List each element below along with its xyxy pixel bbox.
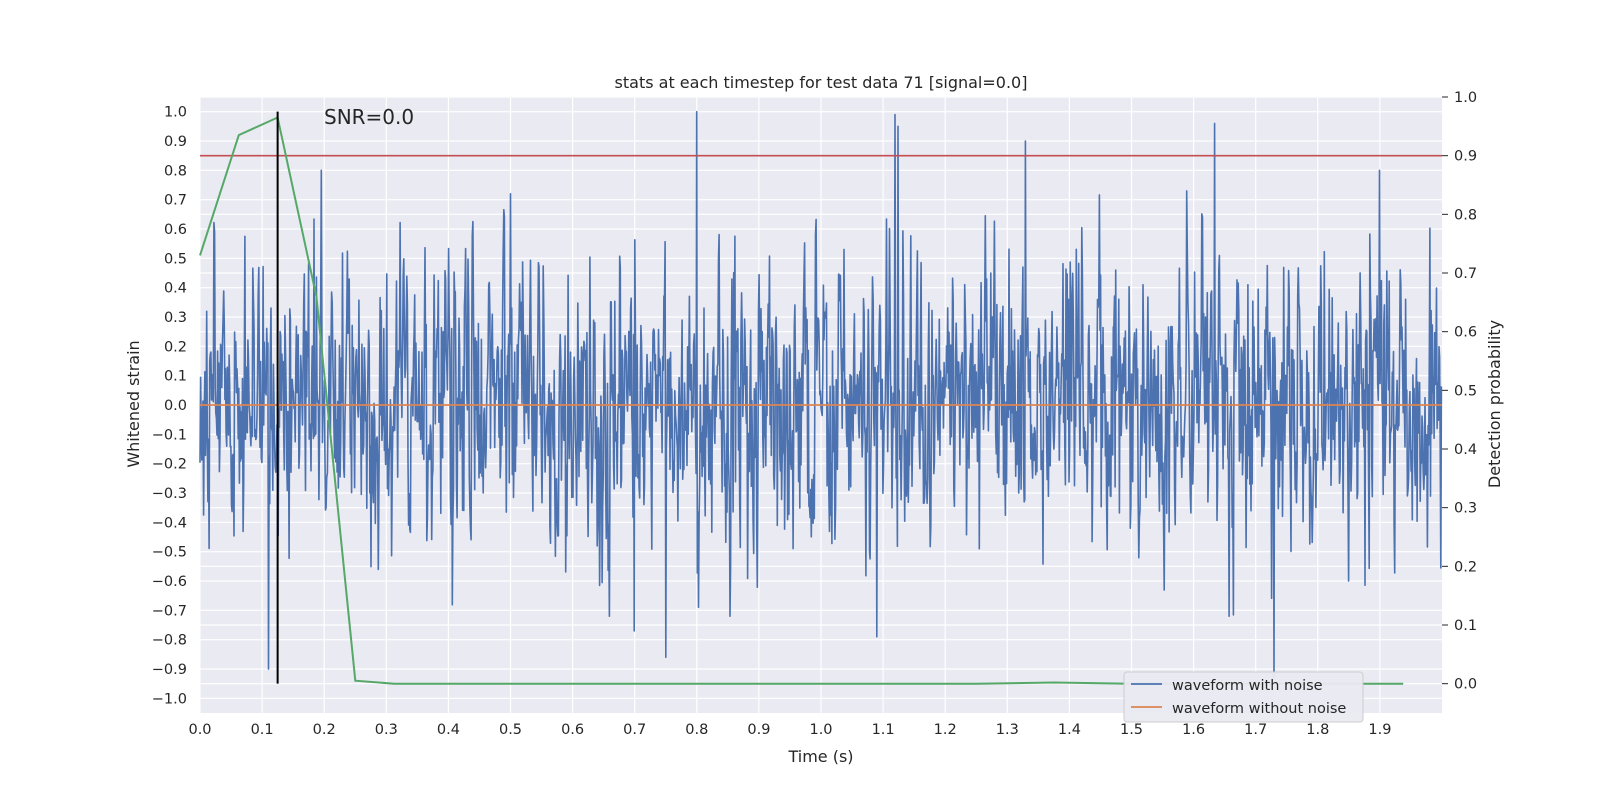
y2-tick-label: 0.4	[1454, 442, 1477, 458]
x-tick-label: 0.7	[623, 722, 646, 738]
y-tick-label: 0.3	[164, 310, 187, 326]
y-tick-label: 0.6	[164, 222, 187, 238]
y2-tick-label: 0.0	[1454, 677, 1477, 693]
y-tick-label: 0.0	[164, 398, 187, 414]
x-tick-label: 1.1	[872, 722, 895, 738]
y-tick-label: 0.2	[164, 339, 187, 355]
snr-annotation: SNR=0.0	[324, 105, 414, 129]
y-tick-label: −0.7	[152, 603, 187, 619]
y-tick-label: 1.0	[164, 105, 187, 121]
x-tick-label: 1.5	[1120, 722, 1143, 738]
x-tick-label: 0.3	[375, 722, 398, 738]
y-tick-label: −1.0	[152, 691, 187, 707]
legend-box	[1123, 671, 1364, 723]
y-tick-label: 0.5	[164, 251, 187, 267]
y2-tick-label: 1.0	[1454, 90, 1477, 106]
x-tick-label: 1.0	[809, 722, 832, 738]
y-tick-label: 0.7	[164, 193, 187, 209]
legend: waveform with noise waveform without noi…	[1123, 671, 1364, 723]
x-axis-label: Time (s)	[787, 747, 853, 766]
x-tick-label: 1.8	[1306, 722, 1329, 738]
x-tick-label: 1.4	[1058, 722, 1081, 738]
y2-tick-label: 0.8	[1454, 207, 1477, 223]
y-tick-label: −0.6	[152, 574, 187, 590]
y-tick-label: 0.9	[164, 134, 187, 150]
y2-tick-label: 0.6	[1454, 325, 1477, 341]
chart-title: stats at each timestep for test data 71 …	[615, 73, 1028, 92]
y2-tick-label: 0.7	[1454, 266, 1477, 282]
y-tick-label: −0.1	[152, 427, 187, 443]
x-tick-label: 1.2	[934, 722, 957, 738]
x-tick-label: 0.4	[437, 722, 460, 738]
x-tick-label: 0.9	[747, 722, 770, 738]
x-tick-label: 0.5	[499, 722, 522, 738]
y2-axis-label: Detection probability	[1485, 320, 1504, 488]
y-tick-label: −0.9	[152, 662, 187, 678]
waveform-with-noise-line	[199, 110, 1443, 679]
legend-label-waveform-without-noise: waveform without noise	[1172, 701, 1346, 717]
x-tick-label: 1.9	[1368, 722, 1391, 738]
tick-labels: 0.0 0.1 0.2 0.3 0.4 0.5 0.6 0.7 0.8 0.9 1.0 1.1 1.2 1…	[152, 90, 1477, 738]
y-tick-label: 0.8	[164, 163, 187, 179]
y2-tick-label: 0.5	[1454, 383, 1477, 399]
x-tick-label: 1.7	[1244, 722, 1267, 738]
y-tick-label: −0.2	[152, 457, 187, 473]
legend-label-waveform-with-noise: waveform with noise	[1172, 678, 1323, 694]
x-tick-label: 0.0	[188, 722, 211, 738]
y2-tick-label: 0.1	[1454, 618, 1477, 634]
y2-tick-label: 0.2	[1454, 559, 1477, 575]
y-tick-label: −0.3	[152, 486, 187, 502]
y2-tick-label: 0.3	[1454, 501, 1477, 517]
x-tick-label: 0.6	[561, 722, 584, 738]
y-tick-label: −0.8	[152, 633, 187, 649]
x-tick-label: 0.2	[313, 722, 336, 738]
y-axis-label: Whitened strain	[124, 340, 143, 467]
x-tick-label: 1.3	[996, 722, 1019, 738]
y2-tick-label: 0.9	[1454, 149, 1477, 165]
x-tick-label: 0.8	[685, 722, 708, 738]
y-tick-label: 0.4	[164, 281, 187, 297]
x-tick-label: 0.1	[251, 722, 274, 738]
y-tick-label: −0.4	[152, 515, 187, 531]
y-tick-label: 0.1	[164, 369, 187, 385]
x-tick-label: 1.6	[1182, 722, 1205, 738]
y-tick-label: −0.5	[152, 545, 187, 561]
noisy-waveform-series	[199, 110, 1443, 679]
